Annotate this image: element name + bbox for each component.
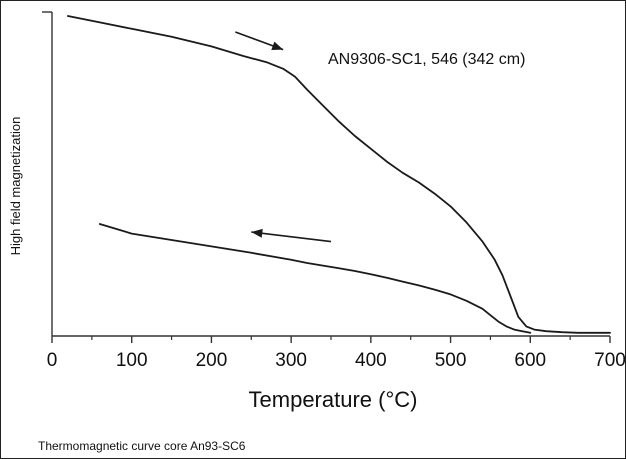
x-tick-label: 600 bbox=[514, 350, 546, 371]
x-tick-label: 200 bbox=[196, 350, 228, 371]
x-ticks bbox=[51, 336, 611, 343]
x-tick-label: 400 bbox=[355, 350, 387, 371]
x-tick-label: 0 bbox=[47, 350, 58, 371]
cooling-curve bbox=[98, 223, 532, 334]
plot-area: 0 100 200 300 400 500 600 700 bbox=[42, 11, 626, 371]
x-axis-title: Temperature (°C) bbox=[249, 387, 418, 412]
x-tick-label: 100 bbox=[116, 350, 148, 371]
curves bbox=[67, 15, 611, 334]
cooling-arrow bbox=[251, 228, 332, 243]
direction-arrows bbox=[235, 31, 332, 243]
heating-curve bbox=[67, 15, 611, 334]
heating-arrow bbox=[235, 31, 284, 51]
sample-annotation: AN9306-SC1, 546 (342 cm) bbox=[328, 51, 525, 68]
figure-caption: Thermomagnetic curve core An93-SC6 bbox=[38, 439, 246, 453]
x-tick-labels: 0 100 200 300 400 500 600 700 bbox=[47, 350, 626, 371]
x-tick-label: 300 bbox=[275, 350, 307, 371]
x-tick-label: 500 bbox=[435, 350, 467, 371]
x-tick-label: 700 bbox=[594, 350, 626, 371]
y-axis-title: High field magnetization bbox=[8, 117, 23, 256]
